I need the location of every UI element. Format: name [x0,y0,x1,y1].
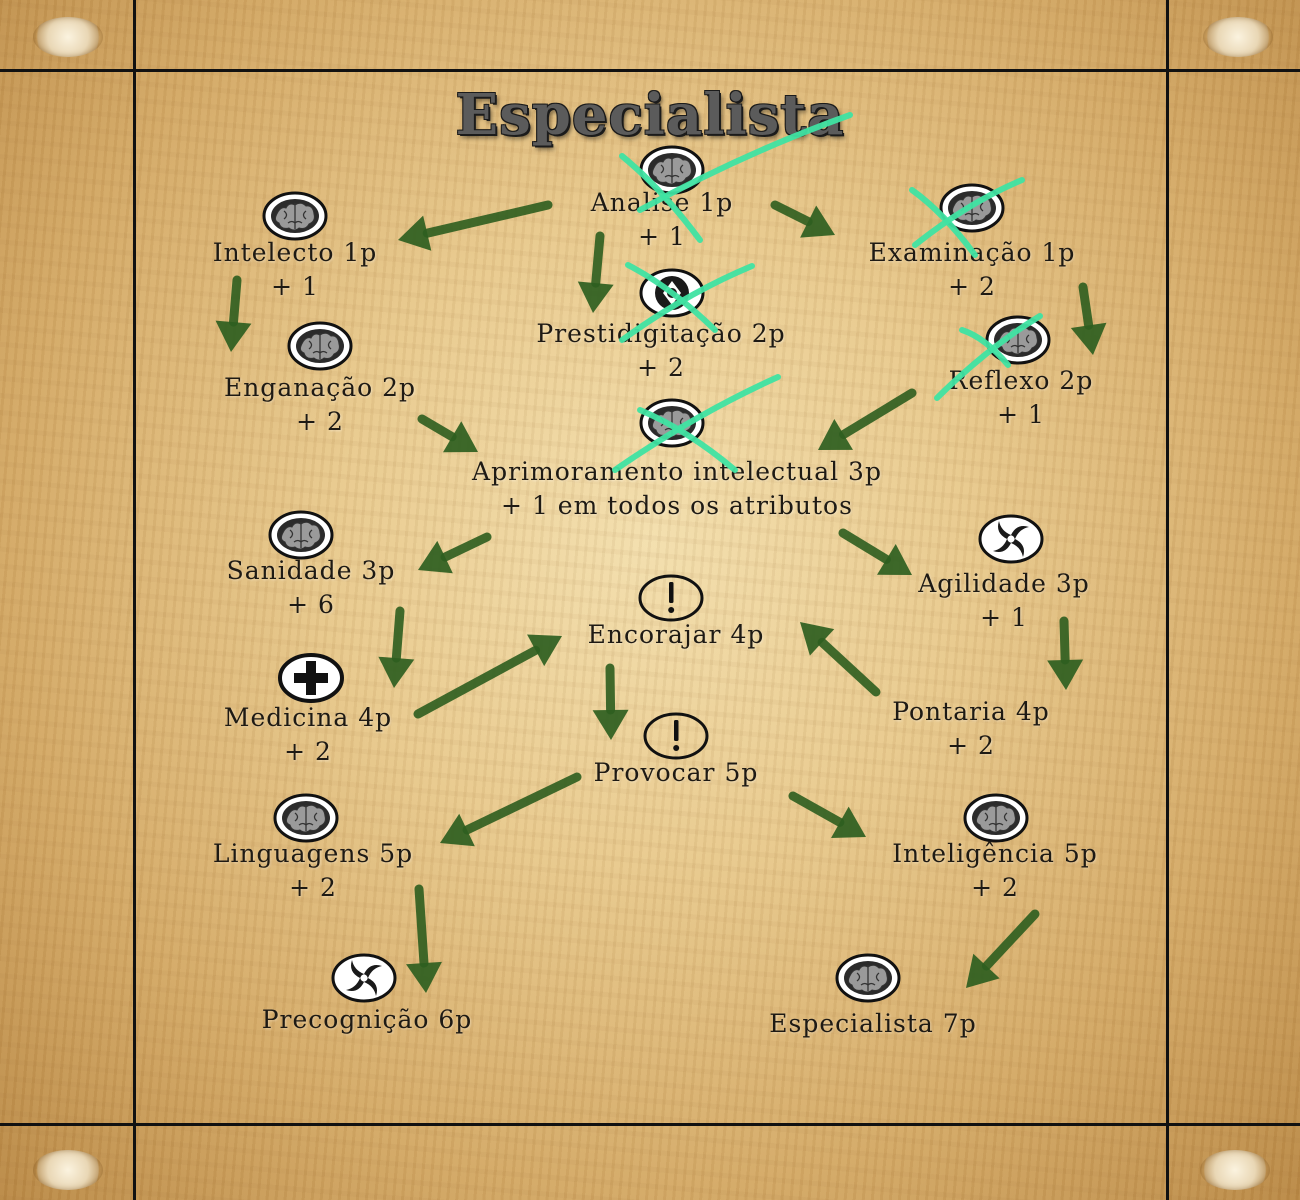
brain-icon [963,793,1029,843]
arrow [592,663,629,740]
skill-label: Provocar 5p [593,758,759,787]
skill-tree-title: Especialista [455,82,845,148]
exclamation-icon [643,711,709,761]
corner-ornament-bottom-right [1200,1150,1270,1190]
skill-node-precognicao[interactable]: Precognição 6p [262,1003,473,1037]
arrow [413,634,562,719]
arrow [418,532,492,574]
arrow [440,772,582,847]
skill-node-prestidigitacao[interactable]: Prestidigitação 2p + 2 [536,317,785,385]
skill-node-reflexo[interactable]: Reflexo 2p + 1 [949,364,1094,432]
skill-node-aprimoramento-intelectual[interactable]: Aprimoramento intelectual 3p + 1 em todo… [472,455,882,523]
skill-label: Pontaria 4p [892,697,1050,726]
skill-node-medicina[interactable]: Medicina 4p + 2 [224,701,392,769]
arrow [800,622,881,697]
skill-bonus: + 2 [289,873,337,902]
brain-icon [273,793,339,843]
brain-icon [985,315,1051,365]
skill-bonus: + 2 [971,873,1019,902]
cross-mark [619,112,853,243]
cross-mark [909,177,1025,258]
skill-bonus: + 1 em todos os atributos [501,491,853,520]
skill-label: Agilidade 3p [918,569,1090,598]
arrow [406,884,442,993]
skill-bonus: + 1 [980,603,1028,632]
skill-bonus: + 2 [947,731,995,760]
arrow [1070,282,1107,355]
skill-label: Medicina 4p [223,703,393,732]
arrow [838,528,912,575]
shuriken-icon [331,953,397,1003]
arrow [1047,616,1084,690]
skill-label: Reflexo 2p [948,366,1094,395]
arrow [215,275,252,352]
skill-label: Precognição 6p [261,1005,473,1034]
skill-node-encorajar[interactable]: Encorajar 4p [588,618,765,652]
skill-node-especialista[interactable]: Especialista 7p [769,1007,976,1041]
arrow [818,388,917,450]
skill-label: Aprimoramento intelectual 3p [472,457,882,486]
arrow [378,606,415,688]
skill-label: Prestidigitação 2p [536,319,786,348]
skill-label: Encorajar 4p [587,620,765,649]
brain-icon [268,510,334,560]
cross-mark [619,262,755,343]
skill-label: Especialista 7p [769,1009,977,1038]
skill-label: Intelecto 1p [212,238,378,267]
corner-ornament-top-right [1203,17,1273,57]
skill-bonus: + 1 [638,222,686,251]
arrow [577,231,614,313]
plus-icon [278,653,344,703]
arrow [788,791,866,839]
skill-node-pontaria[interactable]: Pontaria 4p + 2 [892,695,1050,763]
skill-node-intelecto[interactable]: Intelecto 1p + 1 [213,236,378,304]
frame-line-top [0,69,1300,72]
skill-label: Enganação 2p [223,373,417,402]
arrow [398,200,553,251]
cross-mark [612,374,781,473]
arrow [770,200,835,238]
skill-bonus: + 2 [284,737,332,766]
arrow [417,414,478,453]
corner-ornament-bottom-left [33,1150,103,1190]
skill-bonus: + 1 [271,272,319,301]
skill-node-linguagens[interactable]: Linguagens 5p + 2 [213,837,413,905]
skill-node-inteligencia[interactable]: Inteligência 5p + 2 [892,837,1097,905]
skill-node-agilidade[interactable]: Agilidade 3p + 1 [918,567,1090,635]
frame-line-left [133,0,136,1200]
shuriken-icon [978,514,1044,564]
skill-node-enganacao[interactable]: Enganação 2p + 2 [224,371,416,439]
skill-label: Linguagens 5p [212,839,414,868]
exclamation-icon [638,573,704,623]
cross-mark [934,313,1043,401]
skill-label: Sanidade 3p [226,556,396,585]
skill-node-sanidade[interactable]: Sanidade 3p + 6 [227,554,396,622]
brain-icon [262,191,328,241]
skill-node-provocar[interactable]: Provocar 5p [594,756,759,790]
corner-ornament-top-left [33,17,103,57]
brain-icon [287,321,353,371]
skill-bonus: + 1 [997,400,1045,429]
skill-bonus: + 2 [637,353,685,382]
frame-line-bottom [0,1123,1300,1126]
frame-line-right [1166,0,1169,1200]
skill-bonus: + 6 [287,590,335,619]
arrow [966,909,1040,988]
skill-label: Inteligência 5p [892,839,1098,868]
brain-icon [835,953,901,1003]
skill-bonus: + 2 [948,272,996,301]
skill-bonus: + 2 [296,407,344,436]
